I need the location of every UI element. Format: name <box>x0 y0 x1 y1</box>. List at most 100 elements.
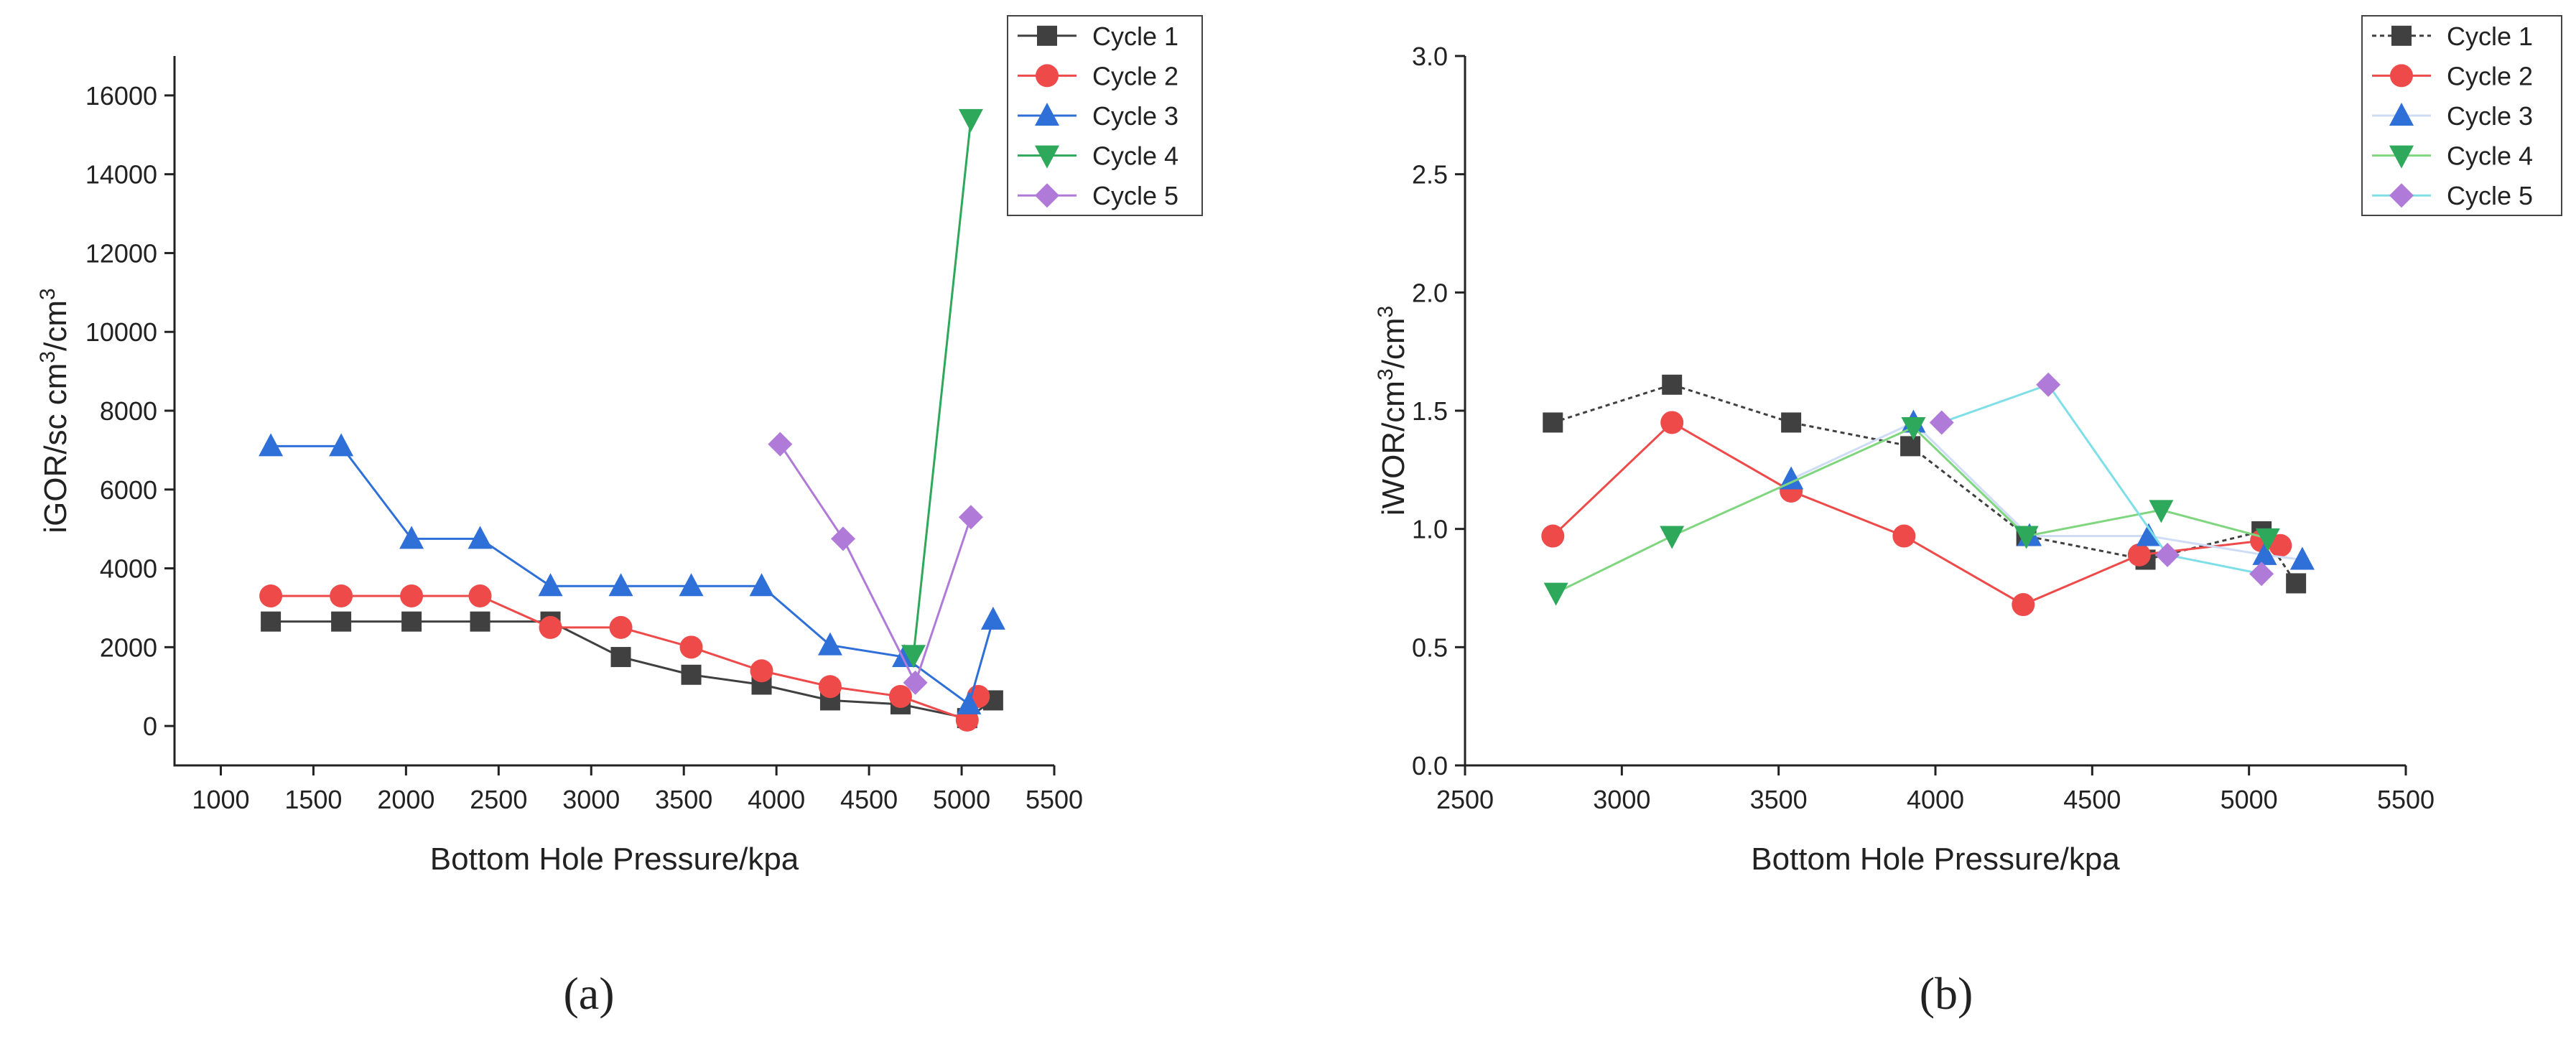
y-tick-label: 0.5 <box>1412 633 1448 662</box>
data-point-cycle-5 <box>903 670 928 695</box>
data-point-cycle-4 <box>1901 417 1926 441</box>
data-point-cycle-1 <box>681 664 702 685</box>
y-tick-label: 6000 <box>100 475 157 505</box>
x-tick-label: 1000 <box>192 785 249 814</box>
x-tick-label: 5000 <box>2221 785 2278 814</box>
legend-label-cycle-3: Cycle 3 <box>1092 101 1178 131</box>
y-tick-label: 3.0 <box>1412 42 1448 71</box>
y-tick-label: 4000 <box>100 554 157 584</box>
x-tick-label: 4500 <box>2063 785 2121 814</box>
series-line-cycle-1 <box>271 620 994 719</box>
data-point-cycle-4 <box>2149 500 2174 523</box>
data-point-cycle-2 <box>259 584 283 607</box>
data-point-cycle-2 <box>468 584 492 607</box>
y-tick-label: 0.0 <box>1412 751 1448 780</box>
legend-marker-cycle-5 <box>1035 183 1059 208</box>
data-point-cycle-5 <box>1929 410 1954 435</box>
y-axis-title-superscript: 3 <box>36 351 60 363</box>
y-tick-label: 10000 <box>85 317 157 347</box>
data-point-cycle-4 <box>901 645 926 668</box>
data-point-cycle-2 <box>2127 543 2151 567</box>
x-tick-label: 4000 <box>748 785 805 814</box>
data-point-cycle-3 <box>538 573 563 597</box>
data-point-cycle-3 <box>2252 541 2277 565</box>
legend-marker-cycle-1 <box>1037 25 1057 46</box>
legend-label-cycle-5: Cycle 5 <box>2447 181 2533 210</box>
y-axis-title-text: /cm <box>38 300 73 351</box>
y-axis-title: iWOR/cm3/cm3 <box>1374 306 1411 516</box>
axis-frame <box>1464 56 2406 767</box>
data-point-cycle-2 <box>2012 593 2035 617</box>
data-point-cycle-3 <box>259 433 284 457</box>
data-point-cycle-1 <box>1543 412 1563 433</box>
data-point-cycle-1 <box>2286 573 2307 594</box>
legend-marker-cycle-3 <box>1035 103 1059 126</box>
legend-label-cycle-4: Cycle 4 <box>1092 141 1178 171</box>
data-point-cycle-5 <box>2155 542 2180 567</box>
data-point-cycle-3 <box>817 632 842 656</box>
x-axis-title: Bottom Hole Pressure/kpa <box>430 842 799 877</box>
legend-label-cycle-2: Cycle 2 <box>2447 61 2533 90</box>
series-line-cycle-5 <box>1941 383 2262 575</box>
legend-marker-cycle-5 <box>2389 183 2414 208</box>
legend-label-cycle-1: Cycle 1 <box>2447 22 2533 51</box>
x-tick-label: 3000 <box>1593 785 1650 814</box>
data-point-cycle-3 <box>468 526 493 549</box>
data-point-cycle-2 <box>400 584 424 607</box>
data-point-cycle-3 <box>2289 546 2315 570</box>
y-tick-label: 1.5 <box>1412 396 1448 426</box>
x-axis-title: Bottom Hole Pressure/kpa <box>1751 842 2120 877</box>
legend-marker-cycle-1 <box>2391 25 2412 46</box>
data-point-cycle-2 <box>1660 411 1684 434</box>
panel-label: (a) <box>563 968 614 1019</box>
data-point-cycle-5 <box>958 505 983 530</box>
data-point-cycle-2 <box>330 584 353 607</box>
x-tick-label: 5500 <box>1026 785 1083 814</box>
data-point-cycle-2 <box>679 635 703 659</box>
y-tick-label: 14000 <box>85 160 157 190</box>
y-axis-title: iGOR/sc cm3/cm3 <box>36 288 73 533</box>
data-point-cycle-4 <box>1543 582 1568 606</box>
data-point-cycle-2 <box>539 615 562 639</box>
series-line-cycle-3 <box>271 444 995 707</box>
y-axis-title-text: iGOR/sc cm <box>38 363 73 533</box>
series-line-cycle-4 <box>912 118 972 656</box>
chart-b: 2500 3000 3500 4000 4500 5000 5500 0.0 0.5 1.0 1.5… <box>1374 15 2562 1019</box>
data-point-cycle-3 <box>329 433 354 457</box>
axis-frame <box>173 56 1054 767</box>
series-line-cycle-2 <box>271 595 980 722</box>
data-point-cycle-3 <box>608 573 633 597</box>
data-point-cycle-5 <box>2036 372 2061 397</box>
data-point-cycle-3 <box>980 606 1005 630</box>
y-axis-title-text: /cm <box>1376 317 1411 368</box>
x-tick-label: 4500 <box>840 785 898 814</box>
data-point-cycle-2 <box>1892 524 1916 548</box>
legend-label-cycle-2: Cycle 2 <box>1092 61 1178 90</box>
series-line-cycle-1 <box>1552 383 2297 584</box>
data-point-cycle-1 <box>470 611 490 632</box>
y-tick-label: 8000 <box>100 396 157 426</box>
data-point-cycle-2 <box>2269 533 2292 557</box>
data-point-cycle-1 <box>261 611 282 632</box>
x-tick-label: 3500 <box>1750 785 1808 814</box>
data-point-cycle-2 <box>888 684 912 708</box>
data-point-cycle-1 <box>1662 374 1683 395</box>
x-tick-label: 2500 <box>1436 785 1494 814</box>
chart-a: 1000 1500 2000 2500 3000 3500 4000 4500 5000 5500… <box>36 15 1203 1019</box>
legend-marker-cycle-2 <box>1036 64 1059 88</box>
y-axis-title-superscript: 3 <box>1374 306 1398 318</box>
data-point-cycle-2 <box>750 659 773 683</box>
data-point-cycle-5 <box>831 526 855 551</box>
series-line-cycle-5 <box>779 443 972 686</box>
data-point-cycle-2 <box>1541 524 1565 548</box>
data-point-cycle-3 <box>2136 523 2161 546</box>
data-point-cycle-1 <box>1900 436 1921 457</box>
x-tick-label: 5500 <box>2377 785 2435 814</box>
legend-marker-cycle-3 <box>2389 103 2414 126</box>
x-tick-label: 2500 <box>470 785 527 814</box>
data-point-cycle-3 <box>399 526 424 549</box>
legend-marker-cycle-4 <box>2389 145 2414 169</box>
x-tick-label: 2000 <box>377 785 434 814</box>
data-point-cycle-4 <box>2014 526 2039 549</box>
